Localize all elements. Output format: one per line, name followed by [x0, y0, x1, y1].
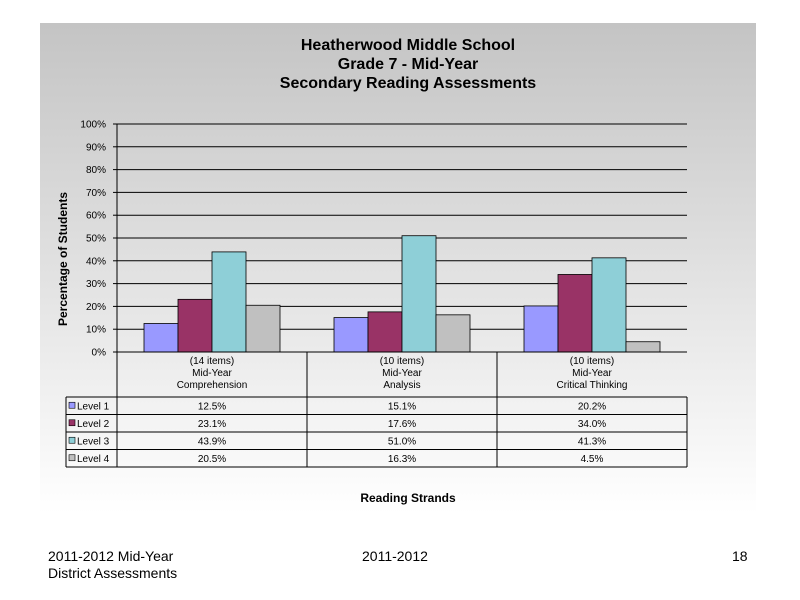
bars — [143, 235, 661, 353]
legend-label: Level 1 — [77, 401, 110, 412]
footer-left: 2011-2012 Mid-Year District Assessments — [48, 548, 177, 582]
category-label: Analysis — [383, 380, 420, 391]
category-label: (14 items) — [190, 356, 234, 367]
y-tick-label: 80% — [86, 165, 106, 176]
data-label: 23.1% — [198, 419, 226, 430]
y-tick-label: 0% — [92, 348, 107, 359]
data-label: 4.5% — [581, 454, 604, 465]
legend-label: Level 3 — [77, 436, 110, 447]
bar-level-1 — [333, 317, 369, 353]
data-label: 15.1% — [388, 401, 416, 412]
y-tick-label: 20% — [86, 302, 106, 313]
data-label: 20.5% — [198, 454, 226, 465]
y-tick-labels: 0% 10% 20% 30% 40% 50% 60% 70% 80% 90% 100% — [80, 120, 106, 359]
y-tick-label: 40% — [86, 256, 106, 267]
category-label: Critical Thinking — [557, 380, 628, 391]
category-label: Mid-Year — [192, 368, 232, 379]
chart-title-line-1: Heatherwood Middle School — [300, 37, 516, 54]
bar-level-4 — [625, 341, 661, 353]
bar-level-4 — [435, 314, 471, 353]
legend-label: Level 4 — [77, 454, 110, 465]
category-label: Comprehension — [177, 380, 248, 391]
chart-title-line-3: Secondary Reading Assessments — [279, 75, 537, 92]
category-label: Mid-Year — [382, 368, 422, 379]
bar-level-3 — [591, 257, 627, 353]
bar-level-4 — [245, 304, 281, 353]
bar-level-1 — [143, 323, 179, 353]
data-label: 17.6% — [388, 419, 416, 430]
data-label: 41.3% — [578, 436, 606, 447]
bar-level-3 — [211, 251, 247, 353]
footer-center: 2011-2012 — [362, 548, 428, 564]
chart-title-line-2: Grade 7 - Mid-Year — [337, 56, 479, 73]
legend-swatch — [68, 419, 76, 427]
y-tick-label: 90% — [86, 142, 106, 153]
footer-left-line-1: 2011-2012 Mid-Year — [48, 548, 174, 564]
data-label: 20.2% — [578, 401, 606, 412]
legend-swatch — [68, 436, 76, 444]
data-label: 12.5% — [198, 401, 226, 412]
legend-swatch — [68, 454, 76, 462]
chart-title: Heatherwood Middle School Grade 7 - Mid-… — [40, 36, 776, 93]
y-tick-label: 30% — [86, 279, 106, 290]
footer-left-line-2: District Assessments — [48, 565, 178, 581]
bar-level-2 — [177, 298, 213, 353]
axes — [116, 124, 687, 353]
bar-level-3 — [401, 235, 437, 353]
y-tick-label: 100% — [80, 120, 106, 131]
bar-level-2 — [557, 274, 593, 353]
y-tick-label: 60% — [86, 211, 106, 222]
category-label: (10 items) — [380, 356, 424, 367]
y-tick-label: 10% — [86, 325, 106, 336]
legend-swatch — [68, 401, 76, 409]
x-axis-label: Reading Strands — [360, 491, 456, 505]
data-label: 51.0% — [388, 436, 416, 447]
category-label: (10 items) — [570, 356, 614, 367]
y-tick-label: 70% — [86, 188, 106, 199]
data-label: 16.3% — [388, 454, 416, 465]
data-label: 43.9% — [198, 436, 226, 447]
legend-label: Level 2 — [77, 419, 110, 430]
bar-level-1 — [523, 305, 559, 353]
y-tick-label: 50% — [86, 234, 106, 245]
bar-level-2 — [367, 311, 403, 353]
y-axis-label: Percentage of Students — [56, 192, 70, 326]
page-number: 18 — [732, 548, 748, 564]
category-label: Mid-Year — [572, 368, 612, 379]
data-label: 34.0% — [578, 419, 606, 430]
